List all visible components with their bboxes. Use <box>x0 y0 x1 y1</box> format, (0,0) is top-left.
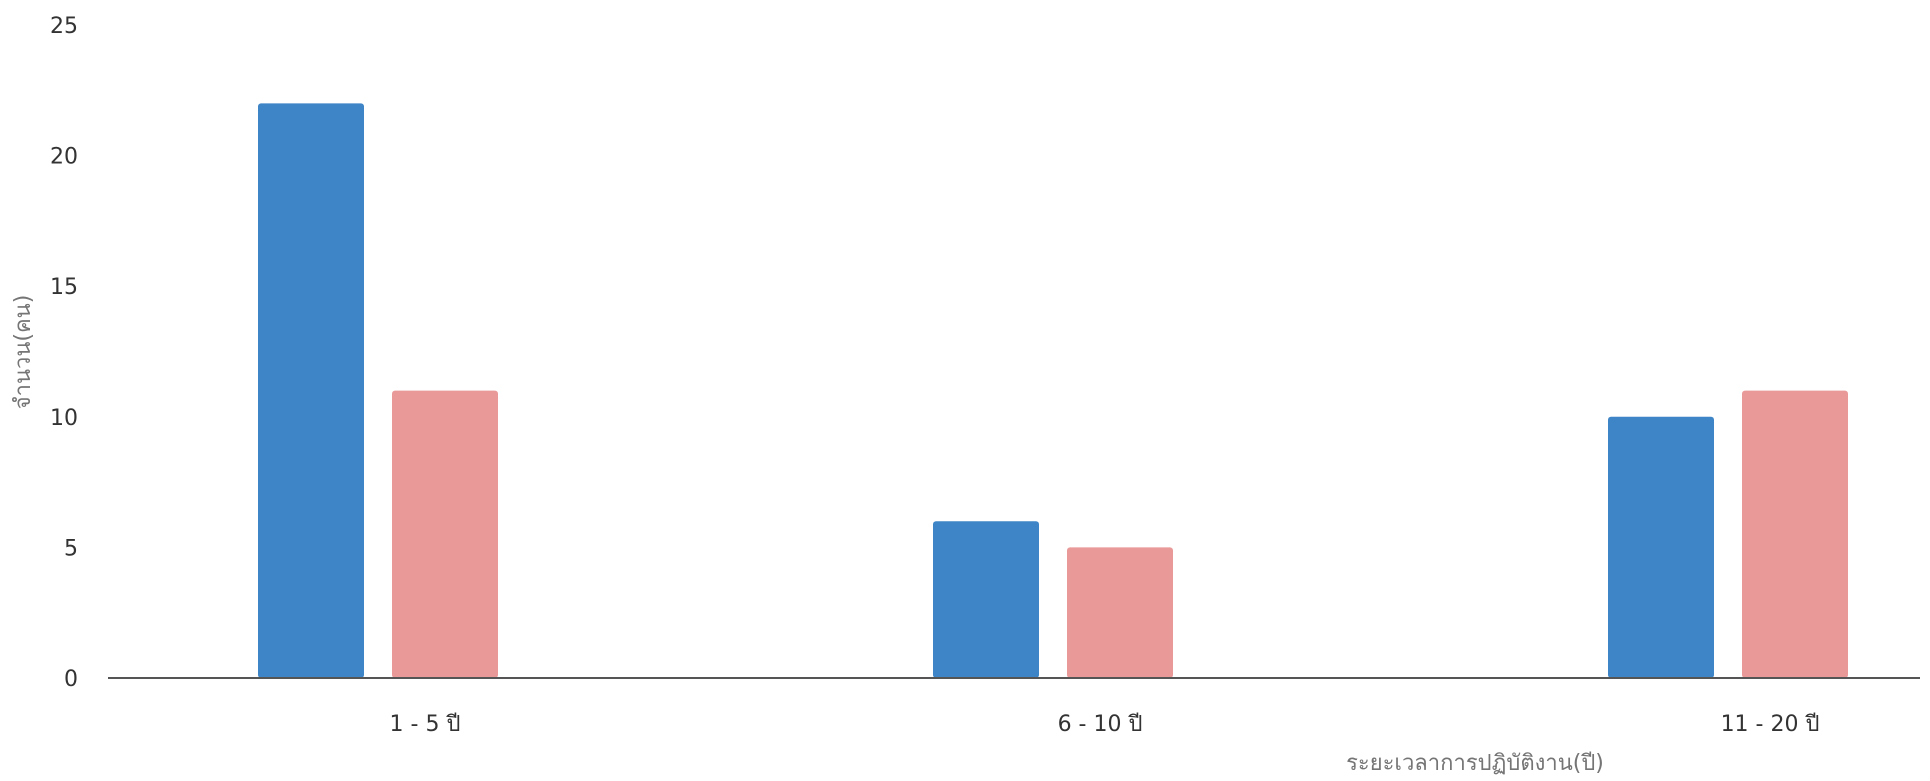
bars <box>258 103 1848 679</box>
bar <box>1742 390 1848 678</box>
y-tick-label: 0 <box>64 667 78 692</box>
x-axis-title: ระยะเวลาการปฏิบัติงาน(ปี) <box>1346 751 1604 776</box>
bar <box>1608 416 1714 678</box>
x-category-label: 11 - 20 ปี <box>1721 712 1820 737</box>
bar <box>933 521 1039 678</box>
x-category-label: 1 - 5 ปี <box>390 712 461 737</box>
y-tick-label: 25 <box>50 14 78 39</box>
bar <box>1067 547 1173 678</box>
x-axis-categories: 1 - 5 ปี 6 - 10 ปี 11 - 20 ปี <box>390 712 1820 737</box>
bar <box>392 390 498 678</box>
y-tick-label: 20 <box>50 145 78 170</box>
y-tick-label: 5 <box>64 536 78 561</box>
y-tick-label: 10 <box>50 406 78 431</box>
y-tick-label: 15 <box>50 275 78 300</box>
y-axis-title: จำนวน(คน) <box>11 295 36 410</box>
bar <box>258 103 364 679</box>
x-category-label: 6 - 10 ปี <box>1058 712 1143 737</box>
y-axis-ticks: 0 5 10 15 20 25 <box>50 14 78 692</box>
